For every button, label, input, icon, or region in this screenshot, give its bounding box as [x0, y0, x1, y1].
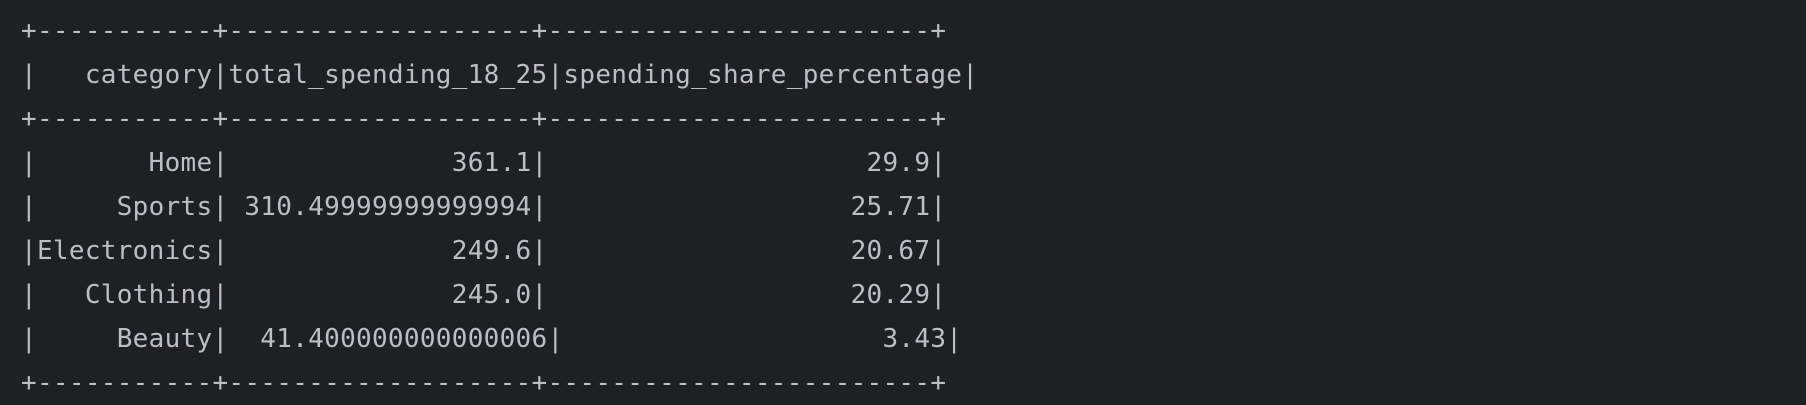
- table-row: | Beauty| 41.400000000000006| 3.43|: [21, 324, 963, 354]
- table-border-header: +-----------+-------------------+-------…: [21, 104, 947, 134]
- table-border-bottom: +-----------+-------------------+-------…: [21, 368, 947, 398]
- table-row: | Sports| 310.49999999999994| 25.71|: [21, 192, 947, 222]
- table-row: | Clothing| 245.0| 20.29|: [21, 280, 947, 310]
- table-header-row: | category|total_spending_18_25|spending…: [21, 60, 979, 90]
- table-row: |Electronics| 249.6| 20.67|: [21, 236, 947, 266]
- table-border-top: +-----------+-------------------+-------…: [21, 16, 947, 46]
- table-row: | Home| 361.1| 29.9|: [21, 148, 947, 178]
